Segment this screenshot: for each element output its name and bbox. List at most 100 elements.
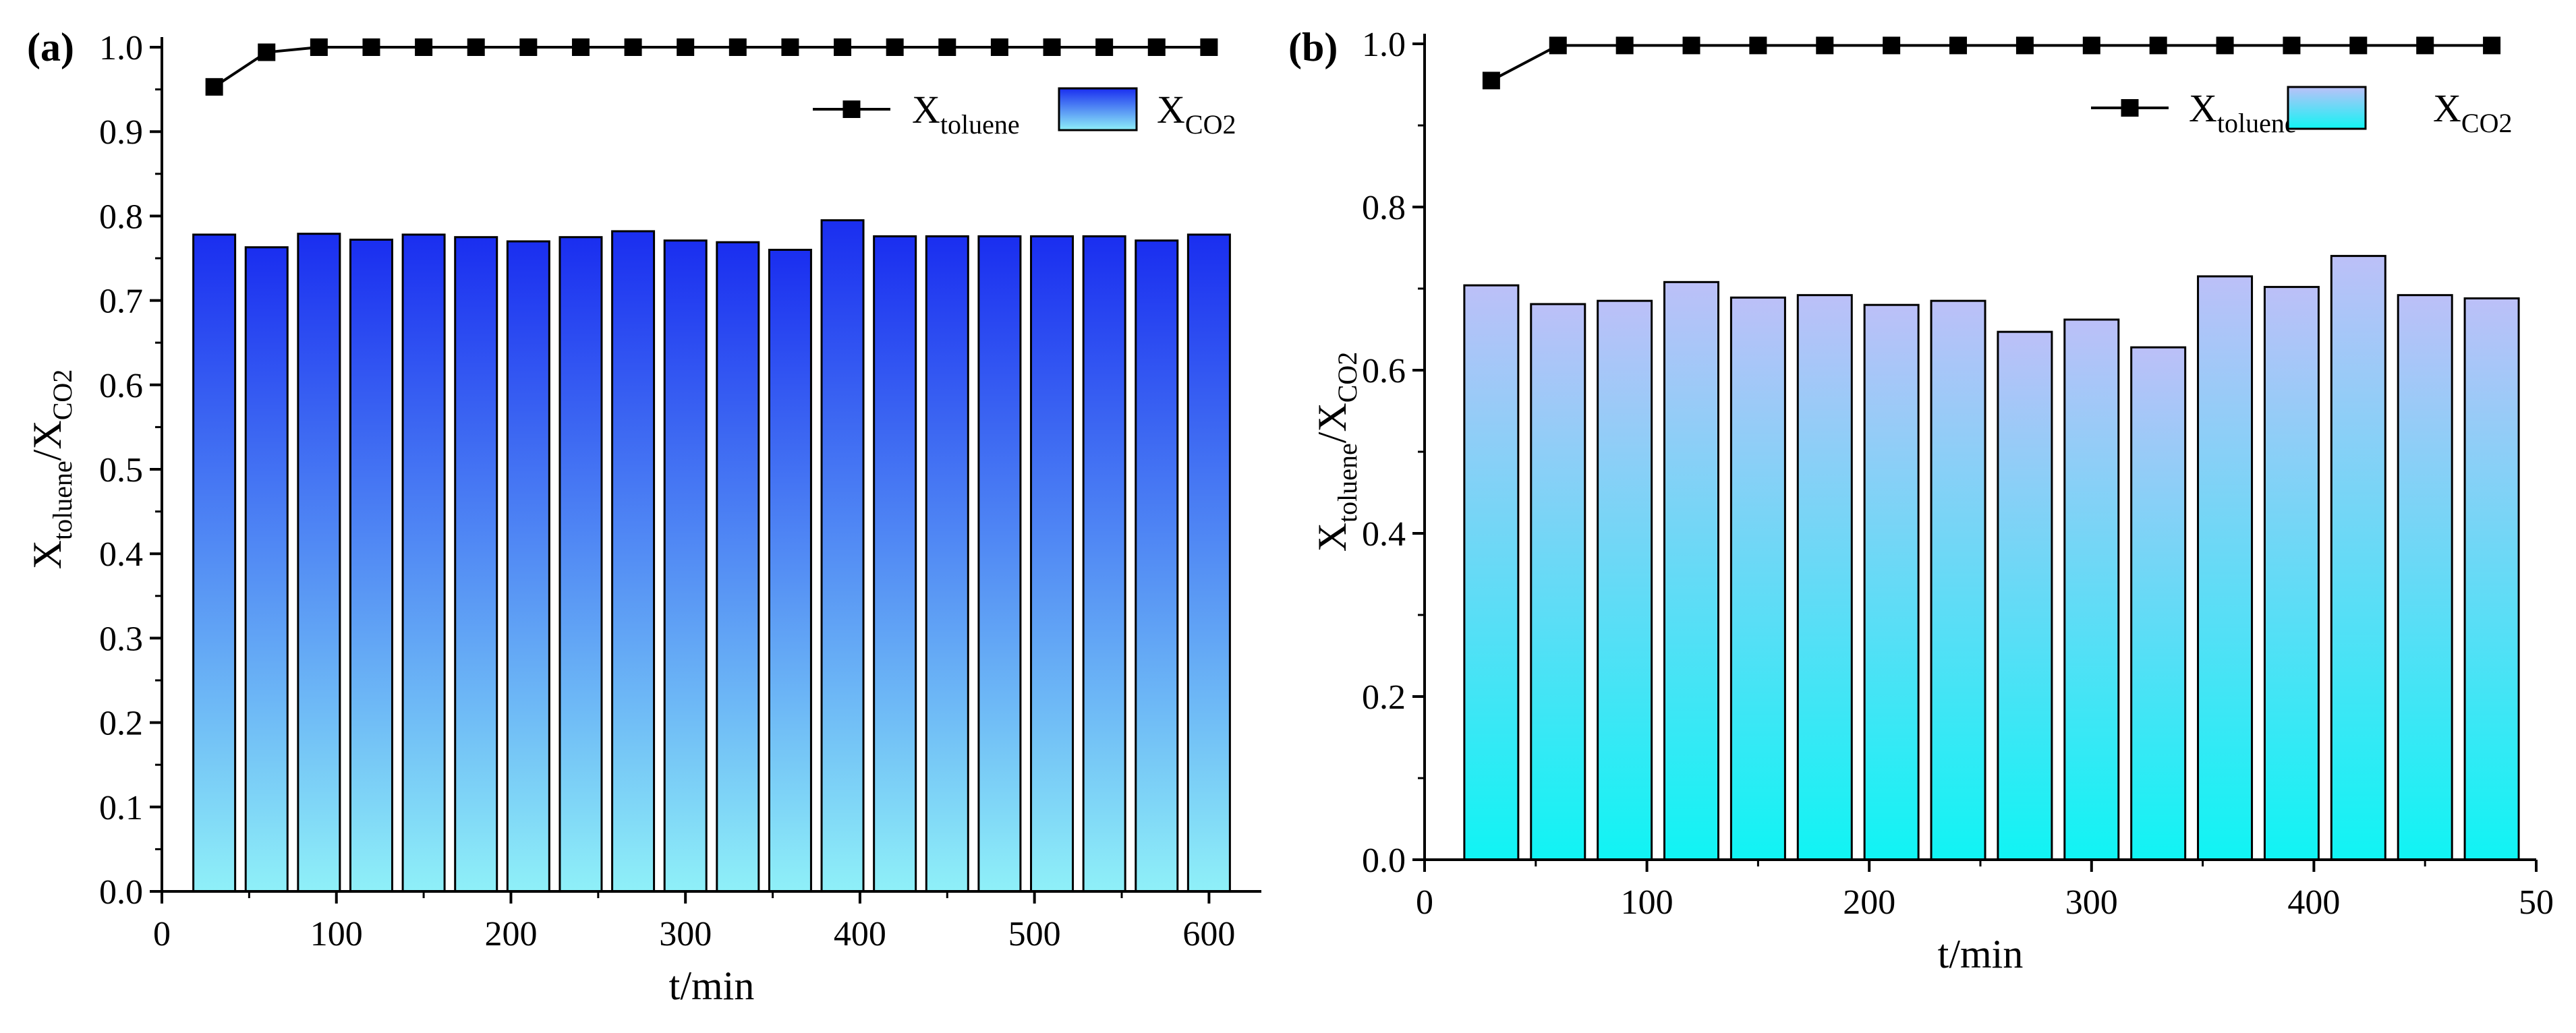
line-marker — [781, 38, 799, 56]
legend: Xtoluene XCO2 — [2091, 86, 2512, 138]
line-marker — [728, 38, 747, 56]
bar — [768, 248, 812, 893]
panel-label: (a) — [27, 25, 74, 69]
bar — [244, 246, 289, 893]
x-tick-label: 0 — [1416, 883, 1433, 922]
bar — [1930, 299, 1986, 861]
x-tick-label: 50 — [2519, 883, 2554, 922]
y-axis-title: Xtoluene/XCO2 — [25, 370, 78, 570]
x-tick-label: 300 — [2065, 883, 2118, 922]
x-tick-label: 400 — [2287, 883, 2340, 922]
bar — [1082, 235, 1126, 893]
bar — [1186, 233, 1231, 893]
y-axis-title-sep: /X — [1310, 403, 1354, 443]
legend-label-toluene-sub: toluene — [2217, 108, 2297, 138]
chart-panel-a: 0.0 0.1 0.2 0.3 0.4 0.5 0.6 0.7 0.8 0.9 1.0 0 100 200… — [25, 25, 1261, 1008]
legend-label-co2: XCO2 — [1157, 88, 1236, 140]
legend: Xtoluene XCO2 — [813, 87, 1236, 140]
line-marker — [2416, 36, 2434, 55]
y-axis-title-x: X — [25, 540, 69, 569]
bar — [192, 233, 237, 893]
y-axis-title-x: X — [1310, 523, 1354, 552]
bar — [1997, 330, 2053, 861]
x-tick-label: 200 — [484, 915, 537, 953]
bar — [2263, 286, 2320, 861]
y-axis-title-sep: /X — [25, 420, 69, 461]
line-series — [1490, 44, 2492, 82]
legend-label-toluene: Xtoluene — [912, 88, 1020, 140]
y-tick-label: 0.1 — [99, 789, 143, 827]
x-tick-label: 600 — [1182, 915, 1235, 953]
line-marker — [205, 78, 223, 96]
x-tick-label: 300 — [659, 915, 712, 953]
bar — [506, 240, 550, 893]
legend-label-co2-sub: CO2 — [2461, 108, 2513, 138]
bar — [1729, 296, 1786, 861]
y-tick-label: 0.7 — [99, 283, 143, 321]
line-marker — [519, 38, 538, 56]
panel-label: (b) — [1288, 25, 1338, 69]
bar — [2063, 318, 2120, 861]
x-tick-label: 0 — [153, 915, 171, 953]
x-tick-label: 100 — [310, 915, 363, 953]
bar — [873, 235, 917, 893]
line-marker — [1147, 38, 1166, 56]
bar — [1597, 299, 1653, 861]
bar — [820, 219, 865, 893]
y-tick-label: 1.0 — [99, 29, 143, 67]
line-marker — [2216, 36, 2234, 55]
line-marker — [362, 38, 380, 56]
y-tick-label: 0.2 — [1362, 678, 1406, 717]
line-marker — [624, 38, 642, 56]
y-axis-title-sub2: CO2 — [47, 370, 78, 421]
legend-label-co2: XCO2 — [2433, 86, 2512, 138]
y-tick-label: 0.4 — [99, 535, 143, 574]
x-tick-label: 400 — [834, 915, 886, 953]
line-marker — [1095, 38, 1114, 56]
legend-marker-swatch — [842, 100, 861, 118]
line-marker — [2082, 36, 2100, 55]
y-tick-label: 0.0 — [1362, 842, 1406, 880]
bar-series — [192, 219, 1231, 893]
x-tick-label: 500 — [1008, 915, 1061, 953]
y-tick-label: 0.4 — [1362, 515, 1406, 554]
y-tick-label: 0.0 — [99, 873, 143, 912]
bar — [2330, 255, 2386, 861]
y-axis-title-sub2: CO2 — [1332, 352, 1363, 403]
line-marker — [2015, 36, 2034, 55]
legend-bar-swatch — [2287, 86, 2367, 130]
bar — [1863, 303, 1920, 861]
bar — [611, 230, 656, 893]
line-marker — [2349, 36, 2368, 55]
bar — [559, 236, 603, 893]
legend-label-co2-main: X — [2433, 86, 2461, 130]
line-marker — [1482, 71, 1500, 90]
x-tick-label: 200 — [1843, 883, 1895, 922]
legend-label-co2-main: X — [1157, 88, 1185, 131]
line-marker — [2483, 36, 2501, 55]
line-marker — [310, 38, 328, 56]
y-tick-label: 0.3 — [99, 620, 143, 658]
x-tick-label: 100 — [1621, 883, 1673, 922]
y-axis-title-sub1: toluene — [47, 461, 78, 540]
line-marker — [1043, 38, 1061, 56]
line-marker — [467, 38, 485, 56]
bar — [2130, 346, 2187, 861]
line-marker — [1615, 36, 1634, 55]
legend-bar-swatch — [1058, 87, 1138, 131]
legend-label-co2-sub: CO2 — [1185, 109, 1236, 140]
bar — [454, 236, 498, 893]
x-axis-title: t/min — [669, 964, 755, 1008]
bar — [401, 233, 446, 893]
y-tick-label: 0.5 — [99, 451, 143, 490]
line-marker — [571, 38, 590, 56]
line-marker — [1816, 36, 1834, 55]
line-marker — [415, 38, 433, 56]
chart-panel-b: 0.0 0.2 0.4 0.6 0.8 1.0 0 100 200 300 400 50 t/min Xt… — [1288, 25, 2554, 976]
legend-label-toluene-sub: toluene — [940, 109, 1020, 140]
bar — [925, 235, 969, 893]
line-marker — [1549, 36, 1567, 55]
bar — [1135, 239, 1179, 893]
line-marker — [2149, 36, 2167, 55]
y-tick-label: 0.6 — [1362, 352, 1406, 390]
